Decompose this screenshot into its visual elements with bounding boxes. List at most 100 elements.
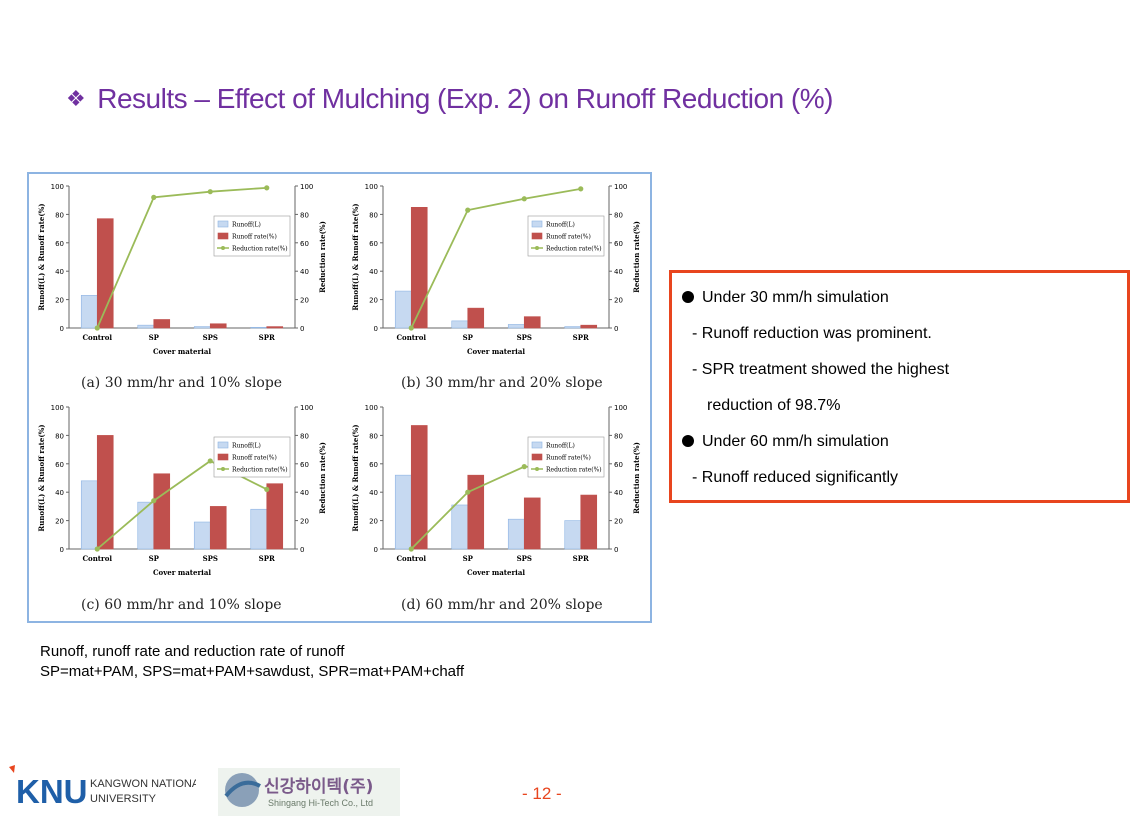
legend-swatch-marker xyxy=(221,467,225,471)
legend-label: Runoff rate(%) xyxy=(232,234,277,241)
y-tick-label: 100 xyxy=(51,183,64,191)
y2-tick-label: 80 xyxy=(614,211,623,219)
y2-tick-label: 20 xyxy=(614,518,623,526)
legend-label: Runoff rate(%) xyxy=(232,455,277,462)
runoff-rate-bar xyxy=(153,473,171,550)
runoff-rate-bar xyxy=(209,506,227,550)
x-tick-label: SPS xyxy=(203,554,218,563)
figure-chart-grid: 0 0 20 20 40 40 60 60 80 80 100 100 Runoff(L) & Runo… xyxy=(27,172,652,623)
y2-tick-label: 0 xyxy=(300,325,304,333)
chart-svg: 0 0 20 20 40 40 60 60 80 80 100 100 Runoff(L) & Runo… xyxy=(37,183,327,356)
y-tick-label: 60 xyxy=(55,240,64,248)
legend-swatch xyxy=(531,453,543,461)
chart-svg: 0 0 20 20 40 40 60 60 80 80 100 100 Runoff(L) & Runo… xyxy=(37,404,327,577)
y2-tick-label: 100 xyxy=(300,404,313,412)
chart-panel-b: 0 0 20 20 40 40 60 60 80 80 100 100 Runoff(L) & Runo… xyxy=(347,178,647,378)
reduction-point xyxy=(408,546,414,552)
runoff-rate-bar xyxy=(153,319,171,329)
figure-note-line-1: Runoff, runoff rate and reduction rate o… xyxy=(40,643,345,660)
y-tick-label: 40 xyxy=(369,489,378,497)
legend-label: Runoff(L) xyxy=(546,443,575,450)
y2-tick-label: 0 xyxy=(300,546,304,554)
x-axis-label: Cover material xyxy=(467,347,525,356)
bullet-dot-icon xyxy=(682,291,694,303)
legend-swatch xyxy=(217,232,229,240)
y-tick-label: 40 xyxy=(55,489,64,497)
legend-swatch-marker xyxy=(535,246,539,250)
y-tick-label: 100 xyxy=(51,404,64,412)
runoff-bar xyxy=(394,290,412,329)
x-tick-label: SP xyxy=(149,333,160,342)
summary-box: Under 30 mm/h simulation - Runoff reduct… xyxy=(669,270,1130,503)
y2-tick-label: 40 xyxy=(614,268,623,276)
reduction-point xyxy=(151,498,157,504)
reduction-line xyxy=(410,187,581,329)
runoff-rate-bar xyxy=(96,435,114,550)
legend-label: Reduction rate(%) xyxy=(232,246,288,253)
y2-axis-label: Reduction rate(%) xyxy=(632,442,641,514)
reduction-point xyxy=(207,458,213,464)
knu-logo-mark-icon xyxy=(9,765,15,773)
legend-swatch xyxy=(217,220,229,228)
x-axis-label: Cover material xyxy=(153,347,211,356)
legend-label: Reduction rate(%) xyxy=(232,467,288,474)
y-tick-label: 80 xyxy=(55,432,64,440)
x-tick-label: Control xyxy=(82,554,112,563)
runoff-bar xyxy=(250,326,268,329)
slide-title-text: Results – Effect of Mulching (Exp. 2) on… xyxy=(97,83,833,114)
legend-label: Reduction rate(%) xyxy=(546,246,602,253)
y2-tick-label: 60 xyxy=(300,240,309,248)
runoff-bar xyxy=(80,480,98,550)
slide-title: ❖ Results – Effect of Mulching (Exp. 2) o… xyxy=(66,83,833,115)
y-tick-label: 80 xyxy=(369,211,378,219)
chart-svg: 0 0 20 20 40 40 60 60 80 80 100 100 Runoff(L) & Runo… xyxy=(351,404,641,577)
y2-tick-label: 80 xyxy=(300,432,309,440)
y-tick-label: 100 xyxy=(365,404,378,412)
chart-caption-a: (a) 30 mm/hr and 10% slope xyxy=(81,375,283,391)
legend-label: Runoff rate(%) xyxy=(546,234,591,241)
reduction-point xyxy=(151,194,157,200)
shingang-english-name: Shingang Hi-Tech Co., Ltd xyxy=(268,798,373,808)
legend-label: Runoff(L) xyxy=(546,222,575,229)
reduction-point xyxy=(521,196,527,202)
y-axis-label: Runoff(L) & Runoff rate(%) xyxy=(351,203,360,310)
y2-tick-label: 20 xyxy=(614,297,623,305)
runoff-bar xyxy=(80,295,98,329)
figure-note-line-2: SP=mat+PAM, SPS=mat+PAM+sawdust, SPR=mat… xyxy=(40,663,465,680)
summary-line-3: - SPR treatment showed the highest xyxy=(692,361,950,378)
y-tick-label: 60 xyxy=(369,461,378,469)
y2-tick-label: 100 xyxy=(614,183,627,191)
x-tick-label: SPS xyxy=(517,333,532,342)
y-axis-label: Runoff(L) & Runoff rate(%) xyxy=(351,424,360,531)
x-tick-label: SPR xyxy=(573,554,589,563)
chart-caption-c: (c) 60 mm/hr and 10% slope xyxy=(81,597,282,613)
legend-label: Runoff(L) xyxy=(232,222,261,229)
figure-note: Runoff, runoff rate and reduction rate o… xyxy=(40,642,464,682)
runoff-bar xyxy=(137,501,155,550)
y-tick-label: 20 xyxy=(55,518,64,526)
page-number: - 12 - xyxy=(522,784,562,803)
summary-line-6: - Runoff reduced significantly xyxy=(692,469,899,486)
reduction-line xyxy=(410,465,581,550)
y2-axis-label: Reduction rate(%) xyxy=(318,221,327,293)
chart-caption-d: (d) 60 mm/hr and 20% slope xyxy=(401,597,603,613)
y-axis-label: Runoff(L) & Runoff rate(%) xyxy=(37,424,46,531)
runoff-rate-bar xyxy=(523,497,541,550)
y-tick-label: 60 xyxy=(369,240,378,248)
legend-label: Runoff(L) xyxy=(232,443,261,450)
runoff-bar xyxy=(193,326,211,329)
runoff-bar xyxy=(507,518,525,550)
x-tick-label: SPS xyxy=(203,333,218,342)
y2-axis-label: Reduction rate(%) xyxy=(632,221,641,293)
legend-swatch xyxy=(531,441,543,449)
summary-line-4: reduction of 98.7% xyxy=(707,397,841,414)
x-tick-label: SPR xyxy=(259,554,275,563)
y-tick-label: 40 xyxy=(369,268,378,276)
y2-tick-label: 60 xyxy=(614,461,623,469)
runoff-bar xyxy=(564,520,582,550)
y2-tick-label: 60 xyxy=(300,461,309,469)
y2-tick-label: 20 xyxy=(300,518,309,526)
chart-panel-c: 0 0 20 20 40 40 60 60 80 80 100 100 Runoff(L) & Runo… xyxy=(33,399,333,599)
y-tick-label: 20 xyxy=(55,297,64,305)
runoff-bar xyxy=(250,508,268,550)
